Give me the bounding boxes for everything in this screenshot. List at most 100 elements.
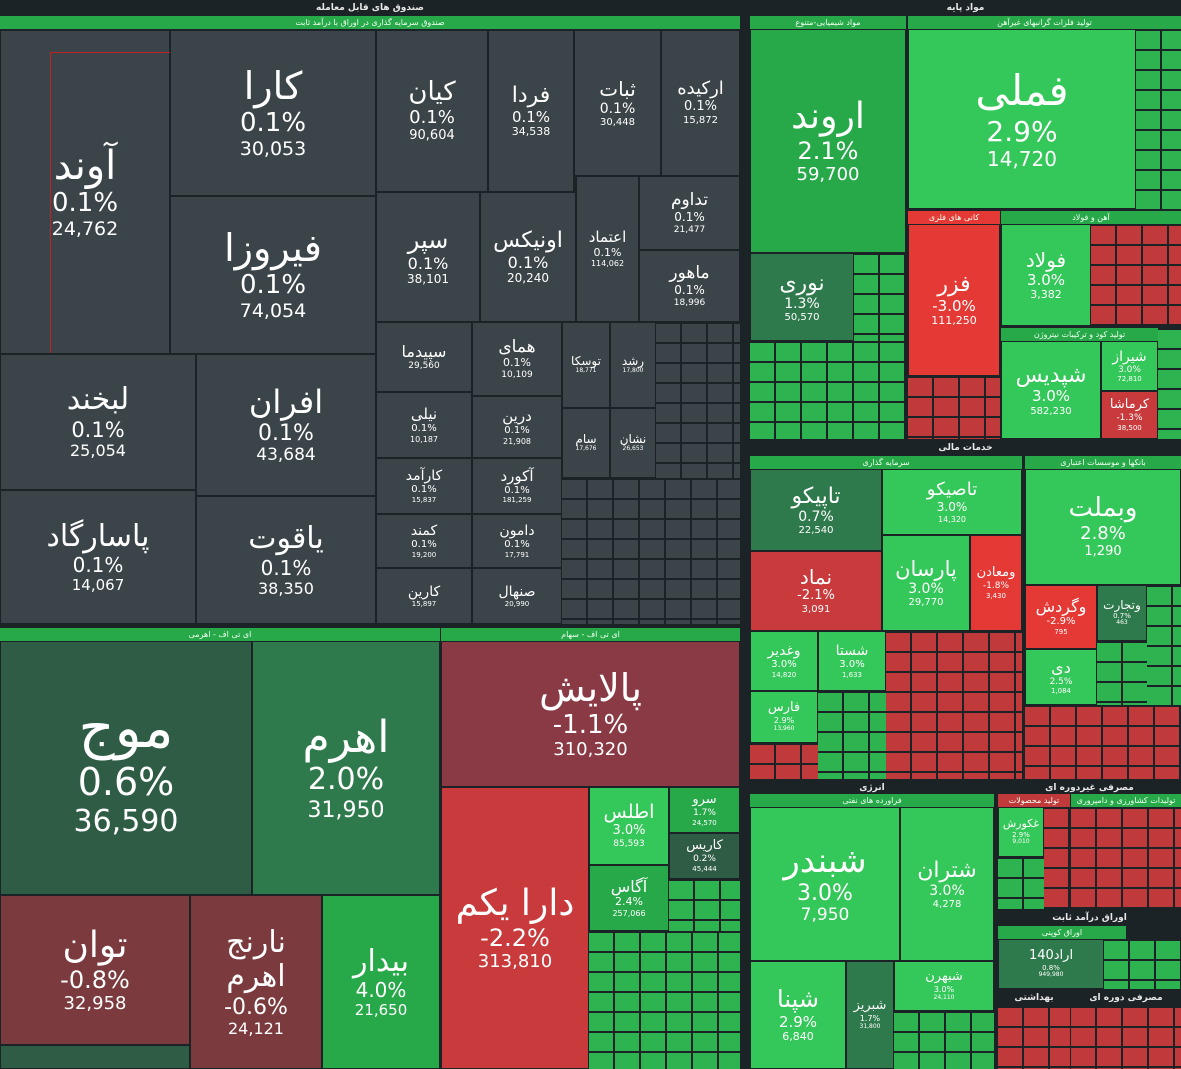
chemical-small-mosaic[interactable] — [854, 253, 906, 341]
tile-faraz[interactable]: فزر -3.0% 111,250 — [908, 224, 1000, 376]
tile-tooska[interactable]: توسکا 18,771 — [562, 322, 610, 408]
tile-parsan[interactable]: پارسان 3.0% 29,770 — [882, 535, 970, 631]
dairy-small-mosaic[interactable] — [1044, 807, 1070, 909]
tile-etemad[interactable]: اعتماد 0.1% 114,062 — [576, 176, 639, 322]
tile-name: توسکا — [571, 353, 601, 368]
tile-atlas[interactable]: اطلس 3.0% 85,593 — [589, 787, 669, 865]
investment-small-mosaic-3[interactable] — [750, 743, 818, 779]
tile-foolad[interactable]: فولاد 3.0% 3,382 — [1001, 224, 1091, 326]
metal-ores-small-mosaic[interactable] — [908, 376, 1000, 439]
tile-pct: 0.1% — [683, 99, 718, 115]
tile-sarv[interactable]: سرو 1.7% 24,570 — [669, 787, 740, 833]
health-small-mosaic[interactable] — [998, 1006, 1070, 1069]
tile-homay[interactable]: همای 0.1% 10,109 — [472, 322, 562, 396]
tile-kamand[interactable]: کمند 0.1% 19,200 — [376, 514, 472, 568]
tile-arad[interactable]: اراد140 0.8% 949,980 — [998, 939, 1104, 989]
tile-pasargad[interactable]: پاسارگاد 0.1% 14,067 — [0, 490, 196, 624]
tile-dorin[interactable]: درین 0.1% 21,908 — [472, 396, 562, 458]
tile-karin[interactable]: کارین 15,897 — [376, 568, 472, 624]
tile-shasta[interactable]: شستا 3.0% 1,633 — [818, 631, 886, 691]
tile-avand[interactable]: آوند 0.1% 24,762 — [0, 30, 170, 354]
investment-small-mosaic-2[interactable] — [818, 691, 886, 779]
tile-tadavom[interactable]: تداوم 0.1% 21,477 — [639, 176, 740, 250]
tile-shebriz[interactable]: شبریز 1.7% 31,800 — [846, 961, 894, 1069]
small-funds-mosaic[interactable] — [656, 322, 740, 478]
tile-vatejarat[interactable]: وتجارت 0.7% 463 — [1097, 585, 1147, 641]
small-funds-mosaic-2[interactable] — [562, 478, 740, 624]
energy-small-mosaic[interactable] — [894, 1011, 994, 1069]
tile-sepidma[interactable]: سپیدما 29,560 — [376, 322, 472, 392]
banks-small-mosaic-2[interactable] — [1097, 641, 1147, 705]
durable-small-mosaic[interactable] — [1071, 1006, 1181, 1069]
tile-karis[interactable]: کاریس 0.2% 45,444 — [669, 833, 740, 879]
tile-val: 85,593 — [613, 839, 645, 850]
agri-small-mosaic[interactable] — [1071, 807, 1181, 909]
tile-niloo[interactable]: نیلی 0.1% 10,187 — [376, 392, 472, 458]
tile-roshd[interactable]: رشد 17,800 — [610, 322, 656, 408]
tile-sam[interactable]: سام 17,676 — [562, 408, 610, 478]
tile-akord[interactable]: آکورد 0.1% 181,259 — [472, 458, 562, 514]
small-etf-mosaic-2[interactable] — [589, 931, 740, 1069]
iron-steel-small-mosaic[interactable] — [1091, 224, 1181, 326]
tile-orkide[interactable]: ارکیده 0.1% 15,872 — [661, 30, 740, 176]
tile-shiraz[interactable]: شیراز 3.0% 72,810 — [1101, 341, 1158, 391]
tile-val: 59,700 — [796, 164, 860, 186]
tile-shepdis[interactable]: شپدیس 3.0% 582,230 — [1001, 341, 1101, 439]
investment-small-mosaic[interactable] — [886, 631, 1022, 779]
tile-shetran[interactable]: شتران 3.0% 4,278 — [900, 807, 994, 961]
fertilizer-small-mosaic[interactable] — [1158, 328, 1181, 439]
tile-karamad[interactable]: کارآمد 0.1% 15,837 — [376, 458, 472, 514]
tile-sanhal[interactable]: صنهال 20,990 — [472, 568, 562, 624]
tile-ghkoorosh[interactable]: غکورش 2.9% 9,010 — [998, 807, 1044, 857]
tile-agas[interactable]: آگاس 2.4% 257,066 — [589, 865, 669, 931]
tile-yaghoot[interactable]: یاقوت 0.1% 38,350 — [196, 496, 376, 624]
tile-tavan[interactable]: توان -0.8% 32,958 — [0, 895, 190, 1045]
banks-small-mosaic[interactable] — [1147, 585, 1181, 705]
tile-vagardesh[interactable]: وگردش -2.9% 795 — [1025, 585, 1097, 649]
tile-tapiko[interactable]: تاپیکو 0.7% 22,540 — [750, 469, 882, 551]
tile-small-etf[interactable] — [0, 1045, 190, 1069]
tile-vaghadir[interactable]: وغدیر 3.0% 14,820 — [750, 631, 818, 691]
small-etf-mosaic[interactable] — [669, 879, 740, 931]
tile-ahrom[interactable]: اهرم 2.0% 31,950 — [252, 641, 440, 895]
tile-kian[interactable]: کیان 0.1% 90,604 — [376, 30, 488, 192]
tile-fameli[interactable]: فملی 2.9% 14,720 — [908, 29, 1136, 209]
tile-shepna[interactable]: شپنا 2.9% 6,840 — [750, 961, 846, 1069]
tile-arvand[interactable]: اروند 2.1% 59,700 — [750, 29, 906, 253]
tile-damoon[interactable]: دامون 0.1% 17,791 — [472, 514, 562, 568]
chemical-small-mosaic-2[interactable] — [750, 341, 906, 439]
tile-neshan[interactable]: نشان 26,653 — [610, 408, 656, 478]
non-ferrous-small-mosaic[interactable] — [1136, 29, 1181, 209]
tile-name: وتجارت — [1103, 597, 1141, 612]
bonds-small-mosaic[interactable] — [1104, 939, 1181, 989]
tile-mahoor[interactable]: ماهور 0.1% 18,996 — [639, 250, 740, 322]
dairy-small-mosaic-2[interactable] — [998, 857, 1044, 909]
tile-onyx[interactable]: اونیکس 0.1% 20,240 — [480, 192, 576, 322]
tile-di[interactable]: دی 2.5% 1,084 — [1025, 649, 1097, 705]
tile-mowj[interactable]: موج 0.6% 36,590 — [0, 641, 252, 895]
tile-farda[interactable]: فردا 0.1% 34,538 — [488, 30, 574, 192]
tile-narenj[interactable]: نارنج اهرم -0.6% 24,121 — [190, 895, 322, 1069]
tile-pct: 0.1% — [260, 555, 312, 580]
tile-kermasha[interactable]: کرماشا -1.3% 38,500 — [1101, 391, 1158, 439]
tile-afran[interactable]: افران 0.1% 43,684 — [196, 354, 376, 496]
tile-nouri[interactable]: نوری 1.3% 50,570 — [750, 253, 854, 341]
tile-palayesh[interactable]: پالایش -1.1% 310,320 — [441, 641, 740, 787]
tile-sabat[interactable]: ثبات 0.1% 30,448 — [574, 30, 661, 176]
tile-separ[interactable]: سپر 0.1% 38,101 — [376, 192, 480, 322]
tile-shbehran[interactable]: شبهرن 3.0% 24,110 — [894, 961, 994, 1011]
tile-vamaaden[interactable]: ومعادن -1.8% 3,430 — [970, 535, 1022, 631]
tile-val: 25,054 — [70, 441, 126, 461]
tile-vabemellat[interactable]: وبملت 2.8% 1,290 — [1025, 469, 1181, 585]
tile-labkhand[interactable]: لبخند 0.1% 25,054 — [0, 354, 196, 490]
tile-nomad[interactable]: نماد -2.1% 3,091 — [750, 551, 882, 631]
financial-small-mosaic[interactable] — [1025, 705, 1181, 779]
tile-dara[interactable]: دارا یکم -2.2% 313,810 — [441, 787, 589, 1069]
tile-firooza[interactable]: فیروزا 0.1% 74,054 — [170, 196, 376, 354]
tile-bidar[interactable]: بیدار 4.0% 21,650 — [322, 895, 440, 1069]
tile-tasiko[interactable]: تاصیکو 3.0% 14,320 — [882, 469, 1022, 535]
tile-faras[interactable]: فارس 2.9% 13,960 — [750, 691, 818, 743]
tile-kara[interactable]: کارا 0.1% 30,053 — [170, 30, 376, 196]
tile-shebandar[interactable]: شبندر 3.0% 7,950 — [750, 807, 900, 961]
tile-val: 19,200 — [411, 550, 437, 559]
